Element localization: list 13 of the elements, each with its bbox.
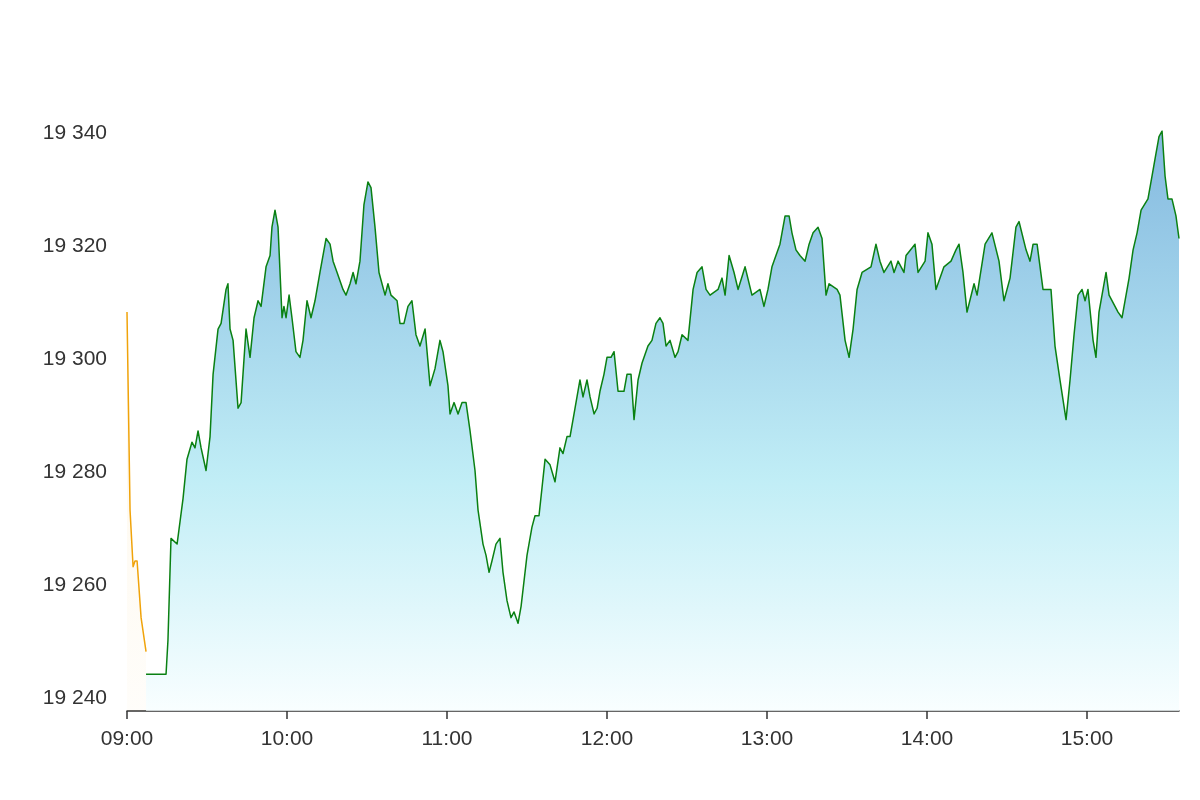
y-tick-label: 19 280	[42, 459, 107, 483]
x-tick-label: 11:00	[421, 726, 473, 749]
y-tick-label: 19 300	[42, 345, 107, 369]
x-tick-label: 15:00	[1060, 726, 1114, 749]
x-tick-label: 10:00	[260, 726, 314, 749]
y-tick-label: 19 320	[42, 232, 107, 256]
y-tick-label: 19 240	[42, 685, 107, 709]
x-tick-label: 13:00	[740, 726, 794, 749]
y-tick-label: 19 340	[42, 119, 107, 143]
x-tick-label: 14:00	[900, 726, 954, 749]
y-tick-label: 19 260	[42, 572, 107, 596]
x-tick-label: 12:00	[580, 726, 634, 749]
x-tick-label: 09:00	[100, 726, 154, 749]
